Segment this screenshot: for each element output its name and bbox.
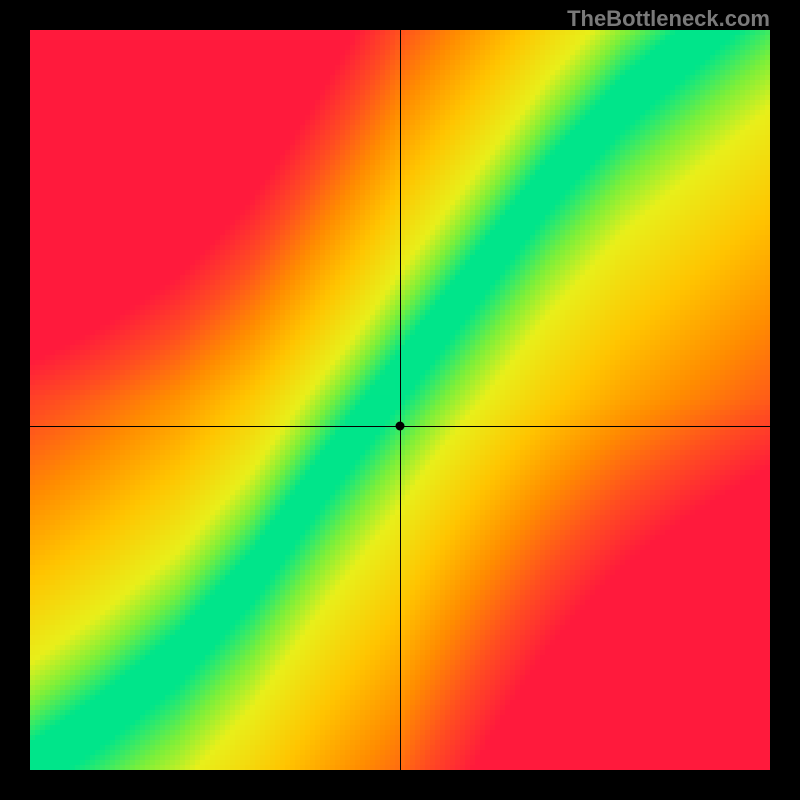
chart-container: TheBottleneck.com — [0, 0, 800, 800]
data-point-marker — [396, 421, 405, 430]
watermark-text: TheBottleneck.com — [567, 6, 770, 32]
crosshair-vertical — [400, 30, 401, 770]
